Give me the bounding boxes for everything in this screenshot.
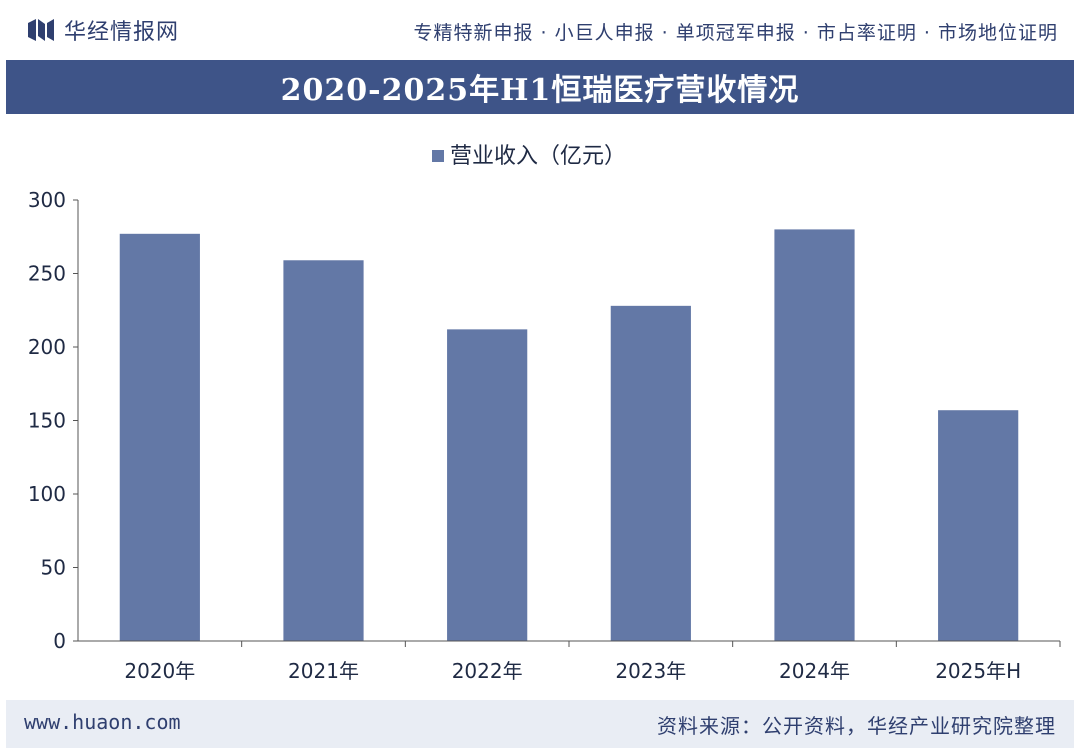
- bar: [610, 305, 691, 641]
- bar: [774, 229, 855, 641]
- legend-label: 营业收入（亿元）: [450, 144, 626, 169]
- brand-logo-icon: [28, 19, 54, 41]
- top-header: 华经情报网 专精特新申报 · 小巨人申报 · 单项冠军申报 · 市占率证明 · …: [0, 0, 1080, 58]
- y-tick-label: 50: [41, 556, 66, 580]
- chart-area: 营业收入（亿元） 0 50 100 150 200 250 300 2020年 2021年 20…: [0, 118, 1080, 698]
- x-tick-label: 2021年: [288, 659, 359, 683]
- y-tick-label: 300: [28, 188, 66, 212]
- bar: [283, 260, 364, 641]
- y-tick-label: 150: [28, 409, 66, 433]
- legend-swatch: [432, 150, 444, 162]
- footer-source: 资料来源：公开资料，华经产业研究院整理: [657, 714, 1056, 738]
- brand-name: 华经情报网: [64, 20, 180, 45]
- service-tagline: 专精特新申报 · 小巨人申报 · 单项冠军申报 · 市占率证明 · 市场地位证明: [413, 22, 1058, 44]
- y-tick-label: 0: [53, 629, 66, 653]
- chart-legend: 营业收入（亿元）: [432, 144, 626, 169]
- bar: [447, 329, 528, 641]
- y-tick-label: 200: [28, 335, 66, 359]
- chart-title-band: 2020-2025年H1恒瑞医疗营收情况: [6, 60, 1074, 114]
- x-axis: 2020年 2021年 2022年 2023年 2024年 2025年H: [78, 640, 1061, 683]
- x-tick-label: 2024年: [779, 659, 850, 683]
- y-tick-label: 100: [28, 482, 66, 506]
- x-tick-label: 2020年: [124, 659, 195, 683]
- bar-series: [119, 229, 1019, 641]
- footer: www.huaon.com 资料来源：公开资料，华经产业研究院整理: [6, 700, 1074, 748]
- x-tick-label: 2025年H: [935, 659, 1021, 683]
- x-tick-label: 2022年: [452, 659, 523, 683]
- brand[interactable]: 华经情报网: [28, 14, 179, 46]
- chart-title: 2020-2025年H1恒瑞医疗营收情况: [280, 73, 800, 108]
- x-tick-label: 2023年: [615, 659, 686, 683]
- y-tick-label: 250: [28, 262, 66, 286]
- footer-website-link[interactable]: www.huaon.com: [24, 710, 181, 734]
- y-axis: 0 50 100 150 200 250 300: [28, 188, 79, 653]
- bar: [119, 233, 200, 641]
- bar: [938, 410, 1019, 641]
